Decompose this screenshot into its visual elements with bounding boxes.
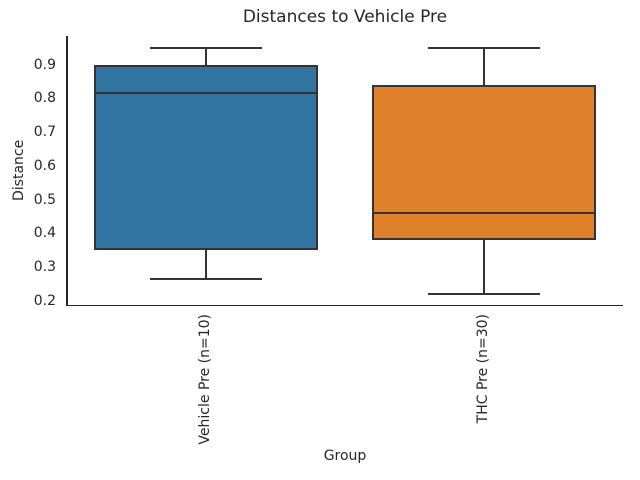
x-tick-label: THC Pre (n=30) xyxy=(475,314,491,424)
whisker-cap-upper xyxy=(150,46,262,49)
x-tick-label: Vehicle Pre (n=10) xyxy=(197,314,213,445)
whisker-upper xyxy=(205,47,207,65)
whisker-cap-lower xyxy=(428,293,540,296)
whisker-upper xyxy=(483,47,485,85)
box xyxy=(372,84,596,241)
y-axis-spine xyxy=(66,36,68,306)
whisker-cap-lower xyxy=(150,278,262,280)
y-tick-label: 0.9 xyxy=(33,56,56,73)
median-line xyxy=(372,212,596,215)
y-tick-label: 0.2 xyxy=(33,292,56,309)
whisker-lower xyxy=(483,240,485,295)
y-tick-label: 0.6 xyxy=(33,157,56,174)
whisker-cap-upper xyxy=(428,46,540,49)
y-tick-label: 0.7 xyxy=(33,124,56,141)
x-axis-spine xyxy=(66,304,623,306)
y-tick-label: 0.3 xyxy=(33,259,56,276)
y-tick-label: 0.5 xyxy=(33,191,56,208)
y-tick-label: 0.4 xyxy=(33,225,56,242)
y-tick-label: 0.8 xyxy=(33,90,56,107)
y-axis-label: Distance xyxy=(11,139,27,202)
box xyxy=(94,64,318,251)
x-axis-label: Group xyxy=(323,448,367,464)
whisker-lower xyxy=(205,250,207,279)
median-line xyxy=(94,92,318,95)
chart-title: Distances to Vehicle Pre xyxy=(242,7,448,27)
